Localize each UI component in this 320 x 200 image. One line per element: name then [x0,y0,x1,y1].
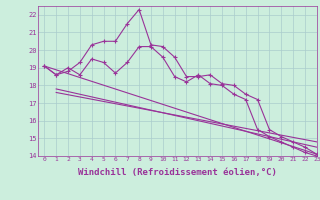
X-axis label: Windchill (Refroidissement éolien,°C): Windchill (Refroidissement éolien,°C) [78,168,277,177]
